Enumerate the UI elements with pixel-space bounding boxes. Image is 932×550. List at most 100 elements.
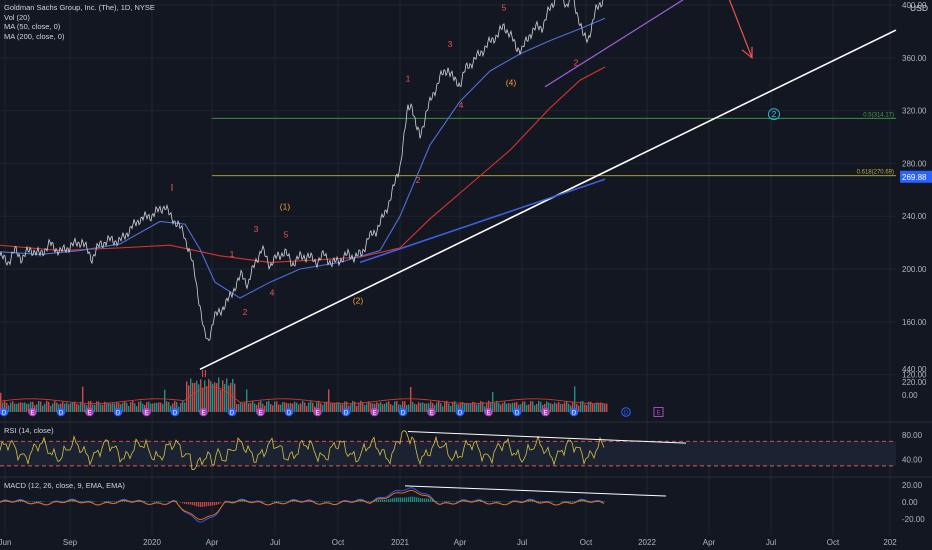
event-marker-label: E <box>258 411 262 417</box>
volume-bar <box>564 402 566 412</box>
volume-bar <box>396 400 398 412</box>
macd-histogram-bar <box>492 501 494 502</box>
macd-histogram-bar <box>510 501 512 502</box>
indicator-ma200[interactable]: MA (200, close, 0) <box>4 31 65 41</box>
macd-histogram-bar <box>180 502 182 503</box>
dividend-marker <box>284 407 294 417</box>
volume-bar <box>240 401 242 412</box>
fib-level-label: 0.618(270.69) <box>857 170 894 176</box>
macd-histogram-bar <box>182 502 184 504</box>
volume-bar <box>222 380 224 412</box>
volume-bar <box>90 401 92 412</box>
macd-histogram-bar <box>390 498 392 502</box>
macd-histogram-bar <box>448 501 450 502</box>
event-marker-label: D <box>572 411 577 417</box>
volume-bar <box>352 400 354 412</box>
volume-bar <box>422 402 424 412</box>
volume-bar <box>538 400 540 412</box>
macd-histogram-bar <box>316 501 318 502</box>
time-axis-label: Apr <box>454 538 467 547</box>
currency-label[interactable]: USD <box>910 3 928 13</box>
volume-bar <box>266 401 268 412</box>
dividend-marker <box>0 407 9 417</box>
price-tick-label: 200.00 <box>902 265 927 274</box>
volume-bar <box>8 405 10 412</box>
wave-label: 2 <box>416 175 421 185</box>
macd-histogram-bar <box>508 501 510 502</box>
volume-bar <box>546 401 548 412</box>
wave-label: 5 <box>502 2 507 12</box>
volume-bar <box>190 378 192 412</box>
macd-histogram-bar <box>584 500 586 502</box>
volume-bar <box>80 401 82 412</box>
volume-bar <box>588 401 590 412</box>
macd-histogram-bar <box>450 501 452 502</box>
volume-bar <box>232 378 234 412</box>
volume-bar <box>168 402 170 412</box>
macd-histogram-bar <box>20 500 22 502</box>
macd-histogram-bar <box>418 497 420 502</box>
earnings-marker <box>427 407 436 417</box>
volume-bar <box>470 403 472 412</box>
macd-histogram-bar <box>122 500 124 502</box>
volume-bar <box>450 405 452 412</box>
macd-histogram-bar <box>326 501 328 502</box>
macd-histogram-bar <box>284 501 286 502</box>
volume-bar <box>528 404 530 412</box>
macd-histogram-bar <box>384 499 386 502</box>
macd-histogram-bar <box>426 498 428 502</box>
dividend-marker <box>227 407 237 417</box>
volume-bar <box>462 402 464 412</box>
event-marker-label: E <box>656 411 660 417</box>
macd-histogram-bar <box>250 500 252 502</box>
volume-bar <box>152 403 154 412</box>
volume-bar <box>96 401 98 412</box>
event-marker-label: E <box>201 411 205 417</box>
volume-bar <box>134 403 136 412</box>
volume-bar <box>50 405 52 412</box>
volume-bar <box>498 402 500 412</box>
dividend-marker <box>170 407 180 417</box>
indicator-ma50[interactable]: MA (50, close, 0) <box>4 22 61 31</box>
event-marker-label: D <box>2 411 7 417</box>
volume-bar <box>138 401 140 412</box>
volume-bar <box>260 400 262 412</box>
volume-bar <box>20 402 22 412</box>
macd-histogram-bar <box>406 497 408 502</box>
volume-bar <box>172 403 174 412</box>
indicator-volume[interactable]: Vol (20) <box>4 12 30 22</box>
macd-histogram-bar <box>388 499 390 502</box>
event-marker-label: E <box>429 411 433 417</box>
volume-bar <box>572 401 574 412</box>
volume-bar <box>298 404 300 412</box>
volume-bar <box>156 402 158 412</box>
volume-bar <box>602 403 604 412</box>
volume-bar <box>98 401 100 412</box>
volume-bar <box>426 403 428 412</box>
wave-label: (1) <box>280 202 291 212</box>
volume-bar <box>70 403 72 412</box>
volume-bar <box>58 404 60 412</box>
macd-histogram-bar <box>154 501 156 502</box>
volume-bar <box>534 405 536 412</box>
volume-bar <box>424 403 426 412</box>
macd-histogram-bar <box>116 501 118 502</box>
volume-bar <box>188 385 190 412</box>
volume-bar <box>334 402 336 412</box>
dividend-marker <box>398 407 408 417</box>
volume-bar <box>346 401 348 412</box>
volume-bar <box>100 404 102 412</box>
macd-histogram-bar <box>314 500 316 502</box>
dividend-marker <box>455 407 465 417</box>
volume-bar <box>516 401 518 412</box>
volume-bar <box>316 402 318 412</box>
macd-histogram-bar <box>34 501 36 502</box>
volume-bar <box>312 402 314 412</box>
time-axis-label: Apr <box>703 538 716 547</box>
volume-bar <box>324 402 326 412</box>
rsi-tick-label: 40.00 <box>902 456 923 465</box>
macd-histogram-bar <box>36 501 38 502</box>
volume-bar <box>226 378 228 412</box>
price-tick-label: 120.00 <box>902 371 927 380</box>
